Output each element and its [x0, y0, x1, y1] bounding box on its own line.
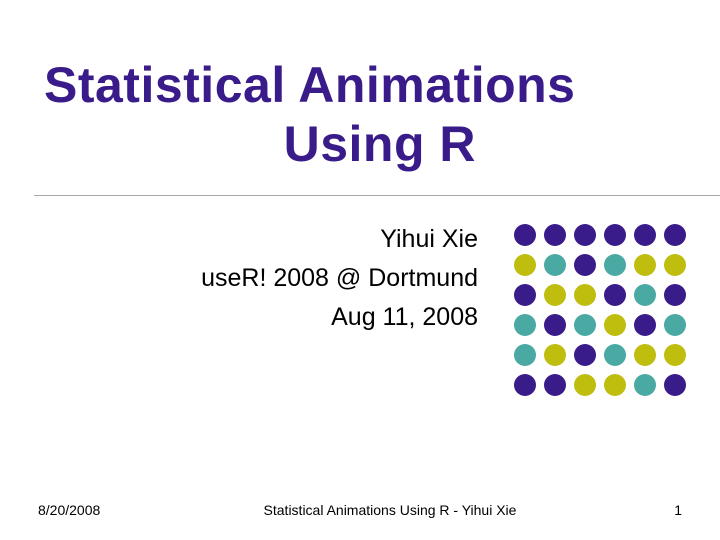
decoration-dot	[604, 254, 626, 276]
decoration-dot	[664, 314, 686, 336]
dot-grid-decoration	[514, 224, 686, 396]
footer: 8/20/2008 Statistical Animations Using R…	[0, 502, 720, 518]
title-block: Statistical Animations Using R	[44, 56, 676, 174]
decoration-dot	[574, 374, 596, 396]
decoration-dot	[514, 254, 536, 276]
footer-center: Statistical Animations Using R - Yihui X…	[138, 502, 642, 518]
decoration-dot	[634, 314, 656, 336]
decoration-dot	[604, 224, 626, 246]
decoration-dot	[664, 284, 686, 306]
decoration-dot	[604, 344, 626, 366]
decoration-dot	[544, 224, 566, 246]
title-line-1: Statistical Animations	[44, 56, 676, 115]
decoration-dot	[634, 284, 656, 306]
decoration-dot	[604, 314, 626, 336]
decoration-dot	[574, 284, 596, 306]
decoration-dot	[514, 224, 536, 246]
title-line-2: Using R	[44, 115, 676, 174]
footer-date: 8/20/2008	[38, 502, 138, 518]
decoration-dot	[604, 284, 626, 306]
decoration-dot	[544, 284, 566, 306]
decoration-dot	[574, 254, 596, 276]
slide: Statistical Animations Using R Yihui Xie…	[0, 0, 720, 540]
decoration-dot	[574, 224, 596, 246]
decoration-dot	[634, 344, 656, 366]
decoration-dot	[664, 254, 686, 276]
decoration-dot	[634, 224, 656, 246]
decoration-dot	[544, 374, 566, 396]
decoration-dot	[514, 284, 536, 306]
decoration-dot	[634, 254, 656, 276]
decoration-dot	[544, 314, 566, 336]
author-date: Aug 11, 2008	[201, 298, 478, 337]
decoration-dot	[604, 374, 626, 396]
decoration-dot	[544, 254, 566, 276]
decoration-dot	[664, 374, 686, 396]
decoration-dot	[514, 374, 536, 396]
author-venue: useR! 2008 @ Dortmund	[201, 259, 478, 298]
author-block: Yihui Xie useR! 2008 @ Dortmund Aug 11, …	[201, 220, 478, 336]
decoration-dot	[664, 224, 686, 246]
footer-page: 1	[642, 502, 682, 518]
decoration-dot	[514, 314, 536, 336]
author-name: Yihui Xie	[201, 220, 478, 259]
decoration-dot	[664, 344, 686, 366]
decoration-dot	[544, 344, 566, 366]
decoration-dot	[634, 374, 656, 396]
decoration-dot	[514, 344, 536, 366]
decoration-dot	[574, 314, 596, 336]
decoration-dot	[574, 344, 596, 366]
horizontal-divider	[34, 195, 720, 196]
